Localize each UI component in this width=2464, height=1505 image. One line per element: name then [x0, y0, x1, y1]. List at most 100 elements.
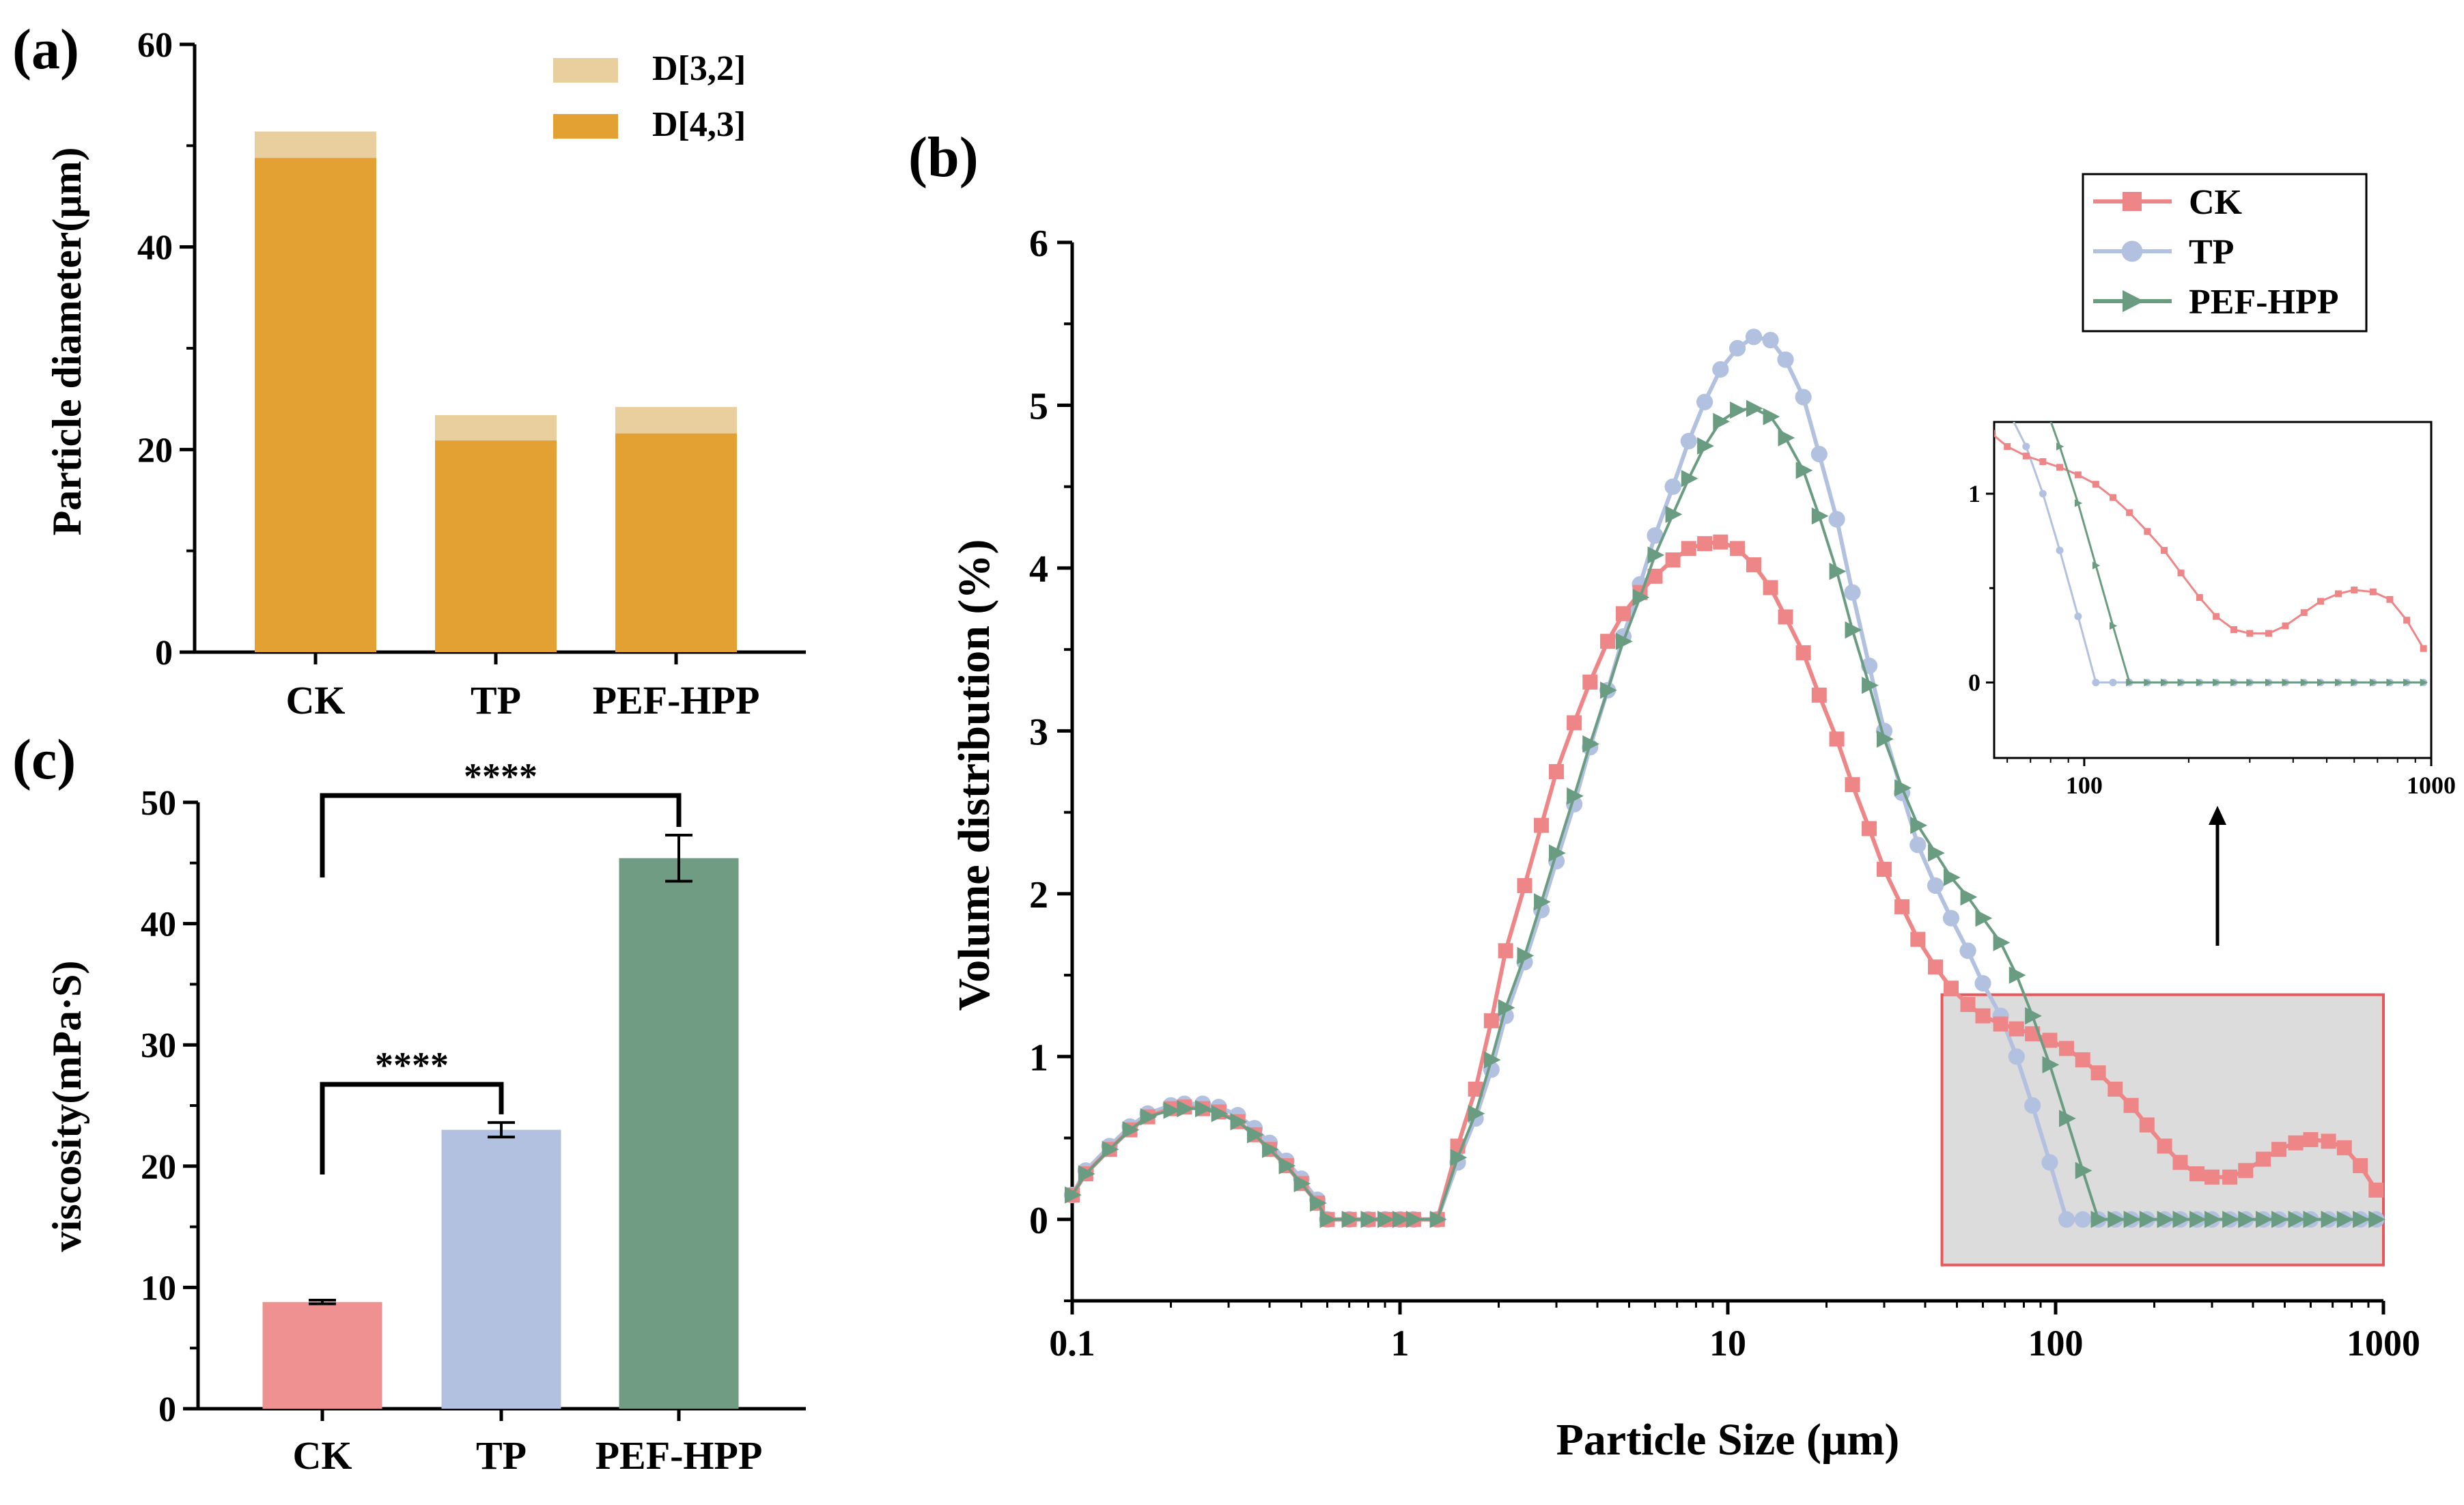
inset-data-point: [2074, 471, 2082, 479]
bar-CK: [262, 1302, 382, 1409]
data-point: [2108, 1082, 2123, 1097]
data-point: [2222, 1169, 2238, 1185]
y-tick-label: 30: [141, 1026, 176, 1065]
inset-frame: [1993, 421, 2433, 759]
inset-data-point: [2230, 678, 2239, 687]
data-point: [1894, 779, 1912, 797]
chart-a-legend: D[3,2] D[4,3]: [553, 49, 746, 144]
data-point: [2025, 1007, 2042, 1025]
inset-data-point: [2109, 494, 2116, 501]
data-point: [1829, 731, 1845, 747]
inset-y-tick-label: 1: [1968, 480, 1980, 507]
legend-label: PEF-HPP: [2189, 283, 2339, 322]
data-point: [1681, 470, 1698, 488]
data-point: [1429, 1211, 1447, 1228]
inset-data-point: [2369, 678, 2378, 687]
data-point: [2075, 1162, 2092, 1179]
data-point: [1960, 888, 1978, 906]
inset-series: [1970, 282, 2428, 687]
inset-data-point: [2144, 678, 2152, 687]
data-point: [1845, 777, 1860, 793]
y-tick-label: 2: [1029, 874, 1048, 916]
data-point: [2189, 1211, 2207, 1228]
data-point: [1778, 609, 1793, 625]
data-point: [2222, 1211, 2239, 1228]
inset-data-point: [2177, 569, 2185, 577]
inset-data-point: [2282, 622, 2289, 630]
data-point: [1713, 412, 1731, 430]
data-point: [2041, 1154, 2058, 1171]
data-point: [1680, 432, 1697, 450]
data-point: [1665, 552, 1681, 567]
data-point: [2353, 1158, 2368, 1174]
chart-a-bars: [255, 131, 737, 653]
y-tick-label: 10: [141, 1269, 176, 1308]
inset-data-point: [2004, 329, 2011, 337]
data-point: [2024, 1097, 2041, 1114]
inset-data-point: [2177, 678, 2185, 687]
data-point: [2123, 1097, 2139, 1113]
x-tick-label: CK: [286, 678, 346, 722]
inset-data-point: [2022, 452, 2030, 460]
y-tick-label: 4: [1029, 548, 1048, 591]
inset-data-point: [2161, 678, 2169, 687]
data-point: [1942, 910, 1960, 927]
data-point: [1828, 511, 1845, 528]
data-point: [1468, 1105, 1485, 1123]
data-point: [1960, 997, 1976, 1012]
x-tick-label: 1: [1391, 1323, 1410, 1364]
data-point: [1615, 632, 1633, 650]
y-tick-label: 20: [137, 431, 173, 470]
y-tick-label: 5: [1029, 385, 1048, 427]
data-point: [1877, 730, 1894, 748]
data-point: [2108, 1211, 2125, 1228]
data-point: [1647, 527, 1664, 544]
data-point: [1392, 1211, 1410, 1228]
data-point: [1910, 817, 1928, 834]
data-point: [1928, 844, 1945, 862]
legend-swatch: [553, 114, 618, 139]
bar-D[3,2]: [615, 407, 737, 434]
inset-data-point: [1970, 282, 1978, 290]
data-point: [2353, 1211, 2370, 1228]
data-point: [2074, 1211, 2091, 1228]
inset-data-point: [2196, 678, 2204, 687]
chart-b-series: [1063, 328, 2386, 1228]
data-point: [2008, 1021, 2024, 1037]
bar-PEF-HPP: [619, 858, 739, 1409]
data-point: [1065, 1186, 1082, 1204]
data-point: [1517, 877, 1532, 893]
data-point: [1360, 1211, 1378, 1228]
data-point: [2271, 1211, 2288, 1228]
x-tick-label: 10: [1709, 1323, 1746, 1364]
data-point: [1549, 844, 1566, 862]
data-point: [2139, 1117, 2155, 1133]
data-point: [2139, 1211, 2157, 1228]
data-point: [1632, 589, 1650, 606]
inset-data-point: [2213, 613, 2220, 620]
inset-data-point: [1970, 411, 1977, 418]
data-point: [2204, 1169, 2220, 1185]
chart-a-axes: 0 20 40 60 CK TP PEF-HPP: [137, 26, 806, 722]
inset-data-point: [2369, 588, 2377, 595]
inset-data-point: [2022, 442, 2030, 451]
significance-label: ****: [464, 756, 537, 797]
inset-data-point: [1987, 367, 1995, 375]
data-point: [1498, 943, 1513, 959]
panel-label-a: (a): [12, 18, 79, 81]
data-point: [2256, 1211, 2273, 1228]
inset-data-point: [2213, 678, 2221, 687]
inset-data-point: [2335, 590, 2342, 597]
bar-D[4,3]: [615, 433, 737, 652]
data-point: [1567, 787, 1584, 805]
x-tick-label: 0.1: [1049, 1323, 1095, 1364]
inset-data-point: [2004, 405, 2011, 412]
data-point: [2090, 1065, 2106, 1081]
data-point: [1975, 1008, 1991, 1024]
data-point: [1102, 1140, 1119, 1158]
x-tick-label: 100: [2028, 1323, 2084, 1364]
x-tick-label: TP: [476, 1433, 527, 1478]
